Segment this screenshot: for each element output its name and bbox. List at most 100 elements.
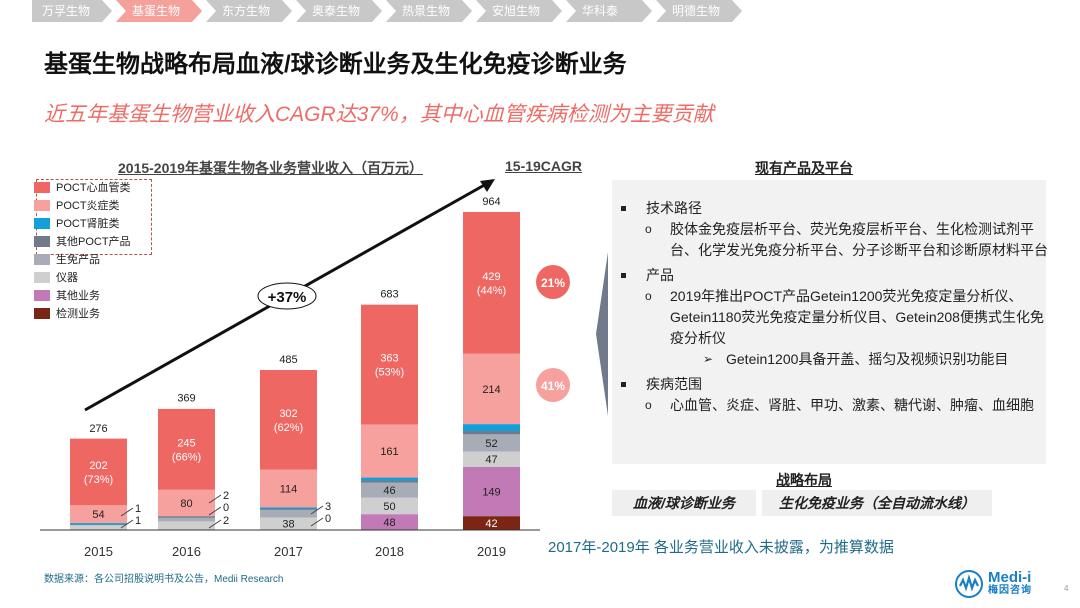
bar-segment: [361, 477, 418, 481]
legend-label: POCT肾脏类: [56, 218, 120, 230]
cagr-bubble-label: 21%: [541, 276, 565, 290]
legend-swatch: [34, 181, 50, 193]
bar-segment-label: (44%): [477, 285, 506, 297]
breadcrumb-item[interactable]: 华科泰: [566, 0, 652, 22]
bar-segment-label: (53%): [375, 367, 404, 379]
stacked-bar-chart: 54202(73%)276201580245(66%)3692016381143…: [40, 179, 570, 559]
bar-segment-label: 54: [92, 509, 104, 521]
leader-line: [208, 506, 222, 516]
x-tick-label: 2016: [172, 544, 201, 559]
logo-cn: 梅因咨询: [988, 585, 1032, 596]
bullet-level-2: 心血管、炎症、肾脏、甲功、激素、糖代谢、肿瘤、血细胞: [618, 395, 1048, 416]
legend-item: 其他POCT产品: [34, 232, 131, 250]
bar-segment-label: 202: [89, 460, 107, 472]
logo-wave-icon: [955, 570, 983, 598]
bar-segment: [361, 514, 418, 530]
x-tick-label: 2019: [477, 544, 506, 559]
page-number: 4: [1064, 584, 1069, 593]
bullet-level-2: 胶体金免疫层析平台、荧光免疫层析平台、生化检测试剂平台、化学发光免疫分析平台、分…: [618, 219, 1048, 261]
bar-segment: [463, 431, 520, 435]
bar-segment: [260, 517, 317, 530]
bullet-level-3: Getein1200具备开盖、摇匀及视频识别功能目: [618, 349, 1048, 370]
bar-segment: [463, 424, 520, 432]
bar-segment-label: (66%): [172, 451, 201, 463]
legend-swatch: [34, 235, 50, 247]
breadcrumb-item[interactable]: 东方生物: [206, 0, 292, 22]
breadcrumb-item[interactable]: 明德生物: [656, 0, 742, 22]
cagr-bubble-label: 41%: [541, 379, 565, 393]
logo-en: Medi-i: [988, 569, 1032, 586]
breadcrumb-item[interactable]: 热景生物: [386, 0, 472, 22]
bar-segment: [158, 516, 215, 518]
bar-segment-label: 48: [383, 517, 395, 529]
strategy-title: 战略布局: [776, 472, 832, 488]
cagr-annotation-ellipse: [257, 282, 317, 310]
legend-poct-group-box: [36, 179, 152, 255]
thin-segment-label: 3: [325, 501, 331, 513]
chart-legend: POCT心血管类 POCT炎症类 POCT肾脏类 其他POCT产品 生免产品 仪器 其他业务…: [34, 178, 131, 322]
strategy-tag-biochem: 生化免疫业务（全自动流水线）: [762, 490, 992, 516]
bar-segment-label: 302: [279, 408, 297, 420]
x-tick-label: 2015: [84, 544, 113, 559]
legend-label: 检测业务: [56, 308, 100, 320]
bar-segment: [158, 521, 215, 530]
products-platform-title: 现有产品及平台: [755, 160, 853, 176]
bar-total-label: 964: [482, 196, 500, 208]
page-subtitle: 近五年基蛋生物营业收入CAGR达37%，其中心血管疾病检测为主要贡献: [44, 103, 714, 126]
leader-line: [310, 505, 324, 515]
legend-swatch: [34, 289, 50, 301]
cagr-annotation-label: +37%: [268, 289, 307, 306]
bar-total-label: 485: [279, 354, 297, 366]
bar-segment-label: 80: [180, 498, 192, 510]
bar-segment-label: 363: [380, 353, 398, 365]
bar-total-label: 683: [380, 289, 398, 301]
bar-segment: [158, 408, 215, 490]
legend-item: 检测业务: [34, 304, 131, 322]
bar-segment: [463, 434, 520, 452]
leader-line: [120, 507, 134, 517]
legend-swatch: [34, 253, 50, 265]
legend-label: POCT炎症类: [56, 200, 120, 212]
breadcrumb-item[interactable]: 安旭生物: [476, 0, 562, 22]
estimate-note: 2017年-2019年 各业务营业收入未披露，为推算数据: [548, 539, 894, 556]
thin-segment-label: 1: [135, 503, 141, 515]
bar-total-label: 369: [177, 392, 195, 404]
bullet-level-1: 疾病范围: [618, 374, 1048, 395]
x-tick-label: 2018: [375, 544, 404, 559]
bar-segment: [260, 508, 317, 510]
thin-segment-label: 1: [135, 515, 141, 527]
legend-item: POCT肾脏类: [34, 214, 131, 232]
thin-segment-label: 0: [223, 502, 229, 514]
legend-label: 其他业务: [56, 290, 100, 302]
breadcrumb-item[interactable]: 奥泰生物: [296, 0, 382, 22]
bar-segment: [70, 525, 127, 530]
data-source: 数据来源：各公司招股说明书及公告，Medii Research: [44, 574, 284, 585]
bar-segment: [260, 507, 317, 509]
bar-segment: [70, 523, 127, 525]
bar-segment-label: 149: [482, 487, 500, 499]
legend-label: 其他POCT产品: [56, 236, 131, 248]
bar-segment: [260, 469, 317, 508]
cagr-bubble: [536, 368, 570, 402]
bar-segment-label: 42: [485, 518, 497, 530]
legend-swatch: [34, 307, 50, 319]
thin-segment-label: 2: [223, 490, 229, 502]
breadcrumb-item[interactable]: 基蛋生物: [116, 0, 202, 22]
breadcrumb: 万孚生物 基蛋生物 东方生物 奥泰生物 热景生物 安旭生物 华科泰 明德生物: [32, 0, 746, 22]
products-list: 技术路径胶体金免疫层析平台、荧光免疫层析平台、生化检测试剂平台、化学发光免疫分析…: [618, 198, 1048, 416]
bar-segment: [361, 304, 418, 425]
legend-label: POCT心血管类: [56, 182, 131, 194]
chart-title: 2015-2019年基蛋生物各业务营业收入（百万元）: [118, 160, 423, 176]
leader-line: [310, 517, 324, 527]
bar-segment-label: 47: [485, 454, 497, 466]
legend-swatch: [34, 199, 50, 211]
bullet-level-1: 产品: [618, 265, 1048, 286]
legend-label: 仪器: [56, 272, 78, 284]
bar-segment-label: 245: [177, 437, 195, 449]
bar-segment: [361, 497, 418, 515]
x-tick-label: 2017: [274, 544, 303, 559]
breadcrumb-item[interactable]: 万孚生物: [32, 0, 112, 22]
medi-i-logo: Medi-i 梅因咨询: [955, 570, 1032, 598]
cagr-title: 15-19CAGR: [505, 158, 583, 174]
bar-segment-label: 114: [280, 483, 298, 495]
